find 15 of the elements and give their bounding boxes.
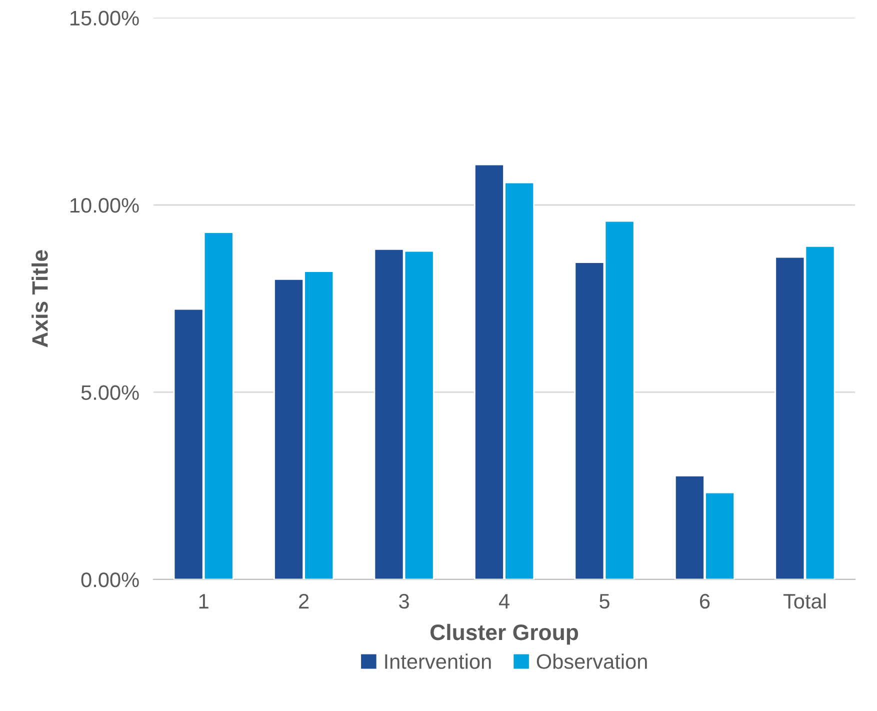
x-tick-label: 5 bbox=[600, 594, 610, 609]
legend-label: Observation bbox=[536, 654, 647, 669]
y-tick-label: 5.00% bbox=[81, 385, 139, 400]
x-tick-label: Total bbox=[783, 593, 826, 609]
y-axis-title: Axis Title bbox=[32, 250, 48, 348]
x-tick-label: 6 bbox=[700, 594, 710, 609]
y-tick-label: 10.00% bbox=[70, 198, 139, 213]
legend-label: Intervention bbox=[385, 654, 491, 669]
y-tick-label: 15.00% bbox=[70, 10, 139, 26]
y-tick-label: 0.00% bbox=[81, 572, 139, 588]
x-axis-title: Cluster Group bbox=[430, 624, 578, 645]
x-tick-label: 2 bbox=[299, 594, 309, 608]
x-tick-label: 4 bbox=[498, 594, 510, 608]
x-tick-label: 3 bbox=[399, 594, 409, 609]
x-tick-label: 1 bbox=[199, 594, 208, 608]
